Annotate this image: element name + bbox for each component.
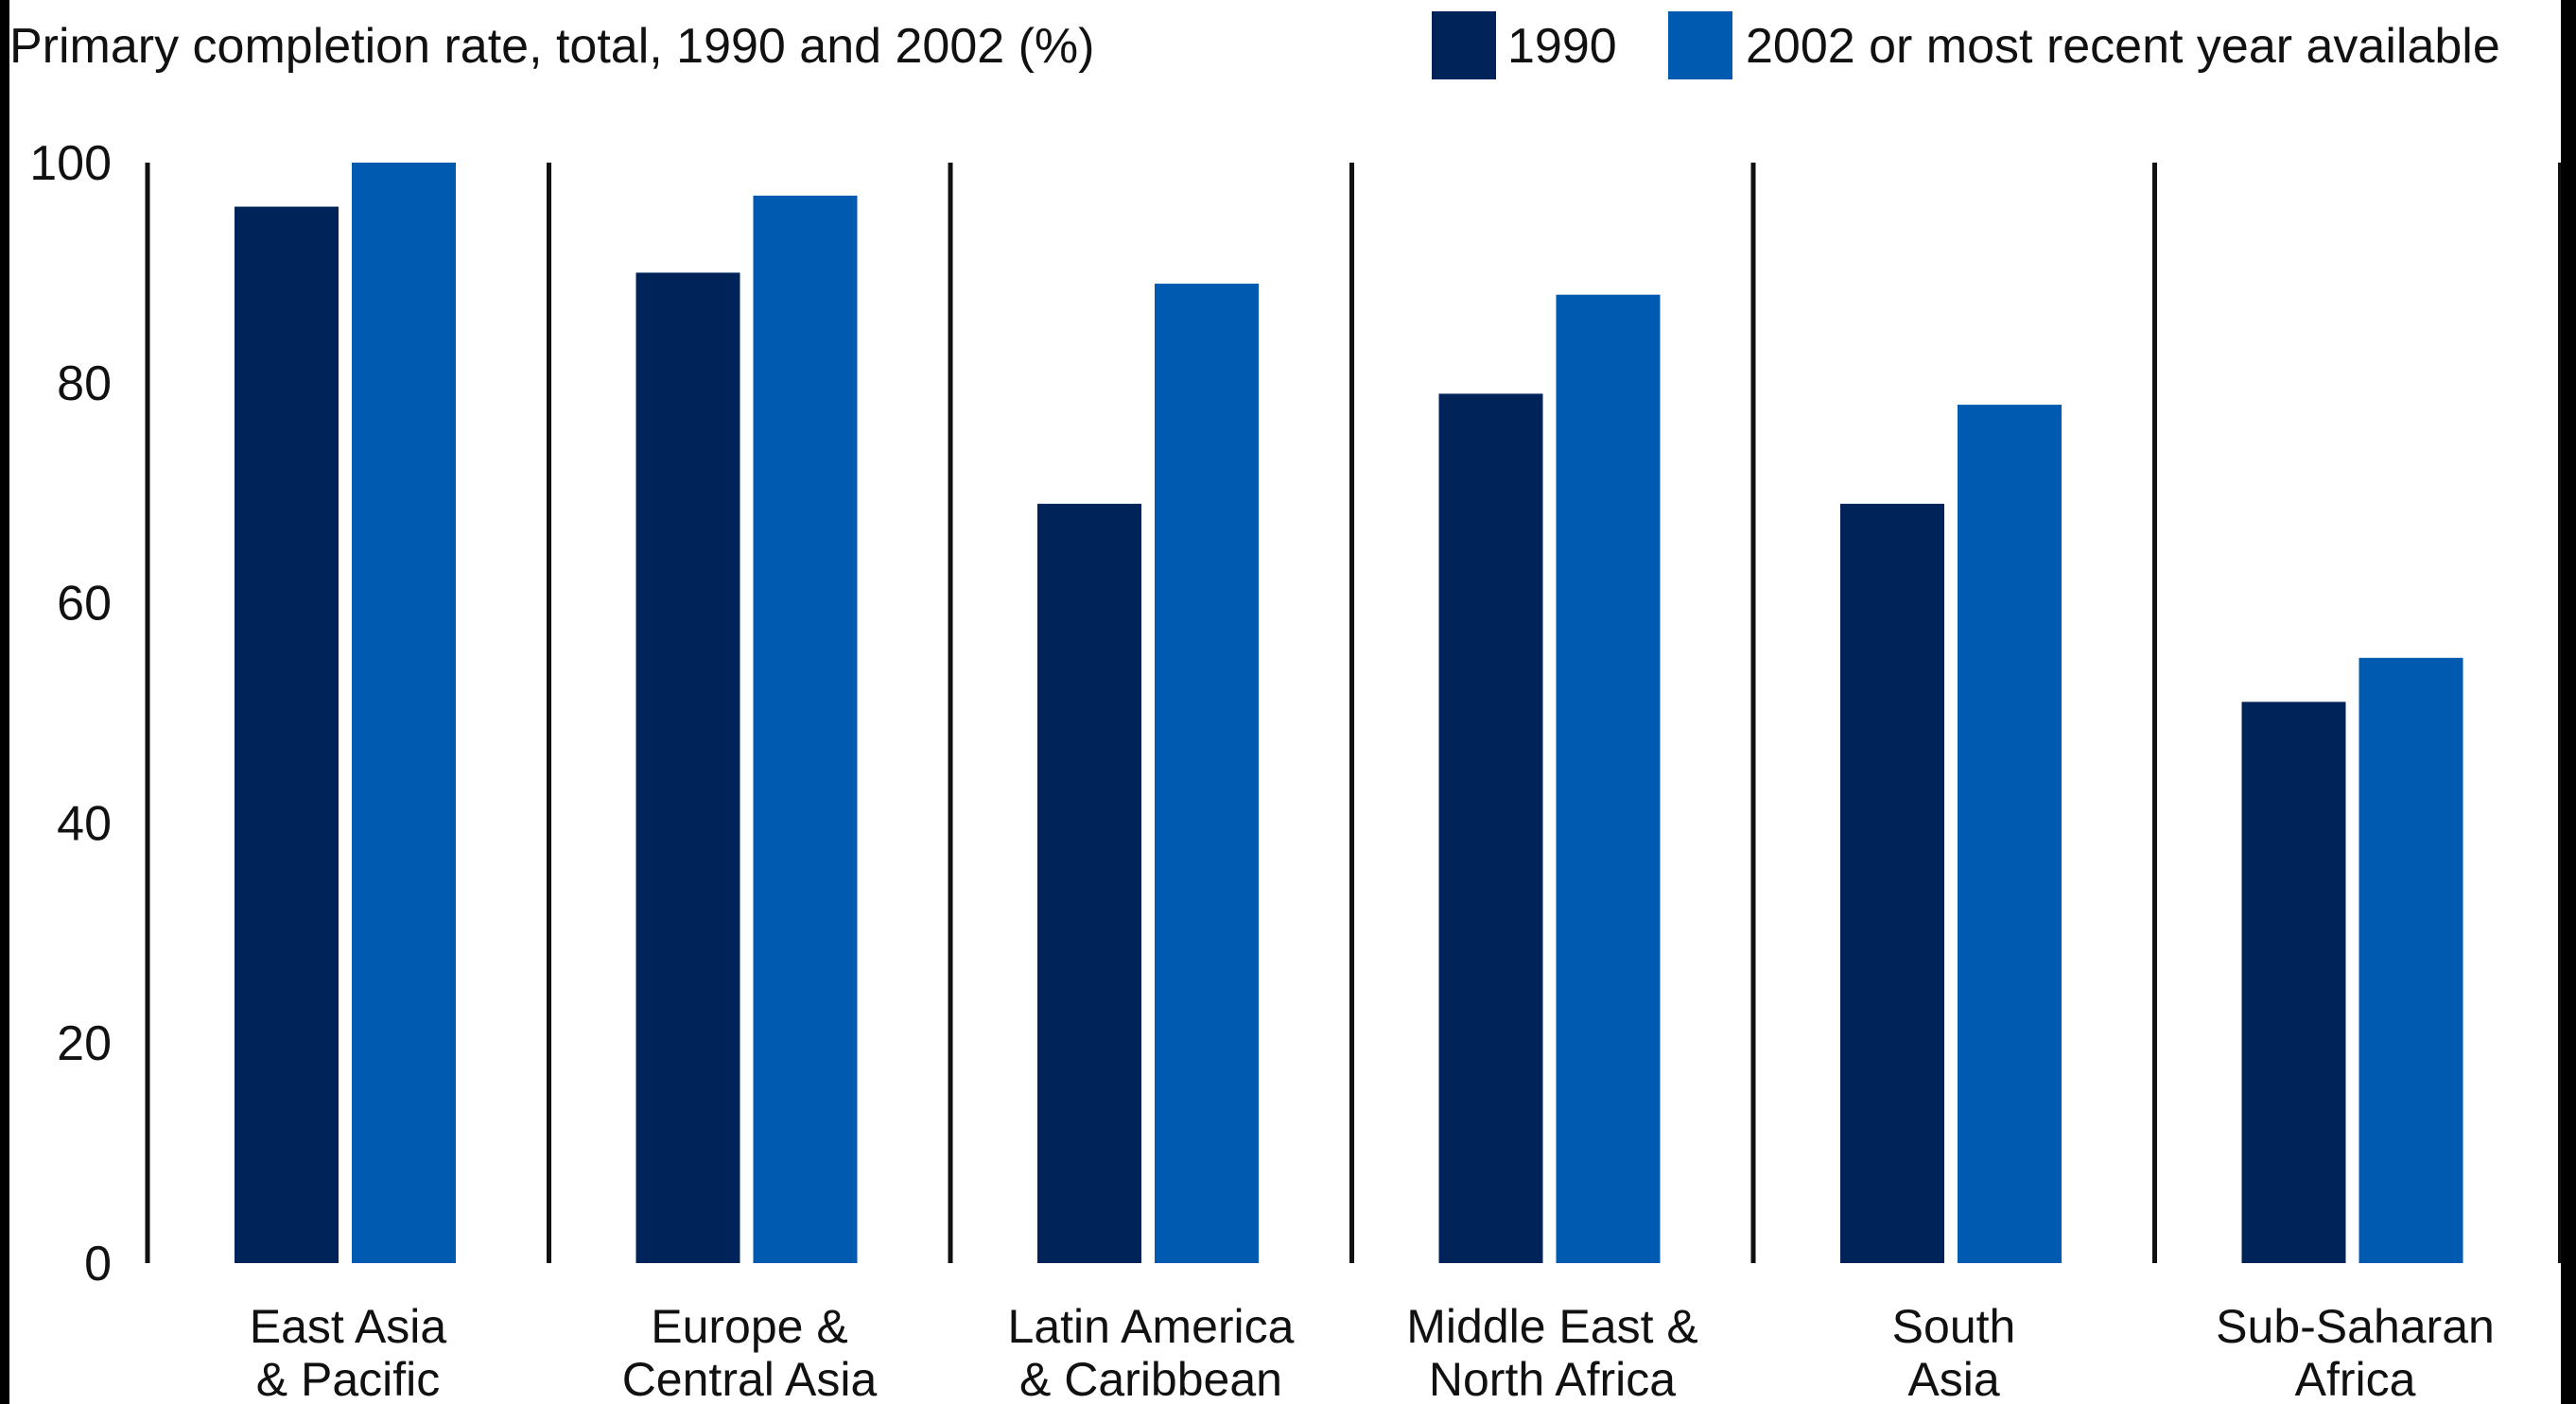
category-label-3-line-2: & Caribbean bbox=[1019, 1353, 1282, 1404]
category-label-5-line-1: South bbox=[1892, 1300, 2016, 1353]
category-label-5-line-2: Asia bbox=[1907, 1353, 1999, 1404]
category-label-4-line-1: Middle East & bbox=[1406, 1300, 1697, 1353]
category-label-1-line-2: & Pacific bbox=[256, 1353, 441, 1404]
bar-4-series-2 bbox=[1556, 294, 1661, 1264]
category-label-6-line-2: Africa bbox=[2295, 1353, 2416, 1404]
y-axis: 0 20 40 60 80 100 bbox=[29, 136, 112, 1291]
bars bbox=[235, 163, 2463, 1264]
bar-5-series-2 bbox=[1958, 405, 2062, 1264]
legend-swatch-1 bbox=[1432, 11, 1496, 79]
y-tick-label-0: 0 bbox=[84, 1237, 112, 1291]
legend-label-2: 2002 or most recent year available bbox=[1746, 19, 2500, 74]
bar-2-series-1 bbox=[635, 272, 740, 1263]
bar-1-series-2 bbox=[352, 163, 456, 1263]
category-label-2-line-1: Europe & bbox=[651, 1300, 847, 1353]
legend: 1990 2002 or most recent year available bbox=[1432, 11, 2500, 79]
bar-6-series-1 bbox=[2241, 702, 2346, 1263]
x-axis: East Asia& Pacific Europe &Central Asia La… bbox=[250, 1300, 2495, 1404]
bar-2-series-2 bbox=[753, 195, 858, 1263]
bar-chart: Primary completion rate, total, 1990 and… bbox=[9, 11, 2561, 1404]
bar-1-series-1 bbox=[235, 206, 339, 1263]
category-label-6-line-1: Sub-Saharan bbox=[2216, 1300, 2495, 1353]
bar-4-series-1 bbox=[1438, 393, 1543, 1263]
y-tick-label-80: 80 bbox=[57, 356, 112, 411]
y-tick-label-40: 40 bbox=[57, 796, 112, 851]
category-label-3-line-1: Latin America bbox=[1008, 1300, 1295, 1353]
bar-6-series-2 bbox=[2358, 657, 2463, 1263]
y-tick-label-60: 60 bbox=[57, 577, 112, 632]
y-tick-label-100: 100 bbox=[29, 136, 112, 191]
chart-title: Primary completion rate, total, 1990 and… bbox=[9, 19, 1094, 74]
legend-label-1: 1990 bbox=[1507, 19, 1617, 74]
category-label-2-line-2: Central Asia bbox=[622, 1353, 878, 1404]
bar-3-series-2 bbox=[1155, 284, 1259, 1263]
category-label-1-line-1: East Asia bbox=[250, 1300, 447, 1353]
bar-5-series-1 bbox=[1840, 503, 1944, 1263]
category-label-4-line-2: North Africa bbox=[1429, 1353, 1676, 1404]
y-tick-label-20: 20 bbox=[57, 1016, 112, 1071]
bar-3-series-1 bbox=[1037, 503, 1141, 1263]
category-separators bbox=[145, 163, 2561, 1263]
chart-panel: Primary completion rate, total, 1990 and… bbox=[9, 0, 2561, 1404]
legend-swatch-2 bbox=[1668, 11, 1732, 79]
